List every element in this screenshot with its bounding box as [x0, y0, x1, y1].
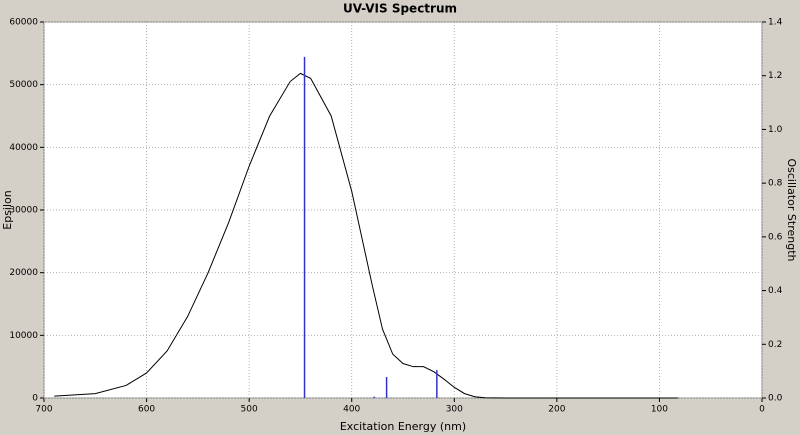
- y-tick-label: 10000: [9, 331, 38, 341]
- y2-tick-label: 1.2: [768, 71, 782, 81]
- x-tick-label: 500: [241, 405, 258, 415]
- y2-tick-label: 0.6: [768, 232, 783, 242]
- x-tick-label: 100: [651, 405, 668, 415]
- y2-tick-label: 1.0: [768, 125, 783, 135]
- y2-tick-label: 0.8: [768, 179, 783, 189]
- y2-tick-label: 0.0: [768, 394, 783, 404]
- y2-tick-label: 0.4: [768, 286, 783, 296]
- y-tick-label: 60000: [9, 18, 38, 28]
- x-tick-label: 700: [35, 405, 52, 415]
- x-tick-label: 0: [759, 405, 765, 415]
- y-tick-label: 40000: [9, 143, 38, 153]
- chart-title: UV-VIS Spectrum: [343, 2, 457, 16]
- x-tick-label: 400: [343, 405, 360, 415]
- spectrum-line: [54, 72, 678, 399]
- x-tick-label: 600: [138, 405, 155, 415]
- x-tick-label: 200: [548, 405, 565, 415]
- y-tick-label: 20000: [9, 268, 38, 278]
- y2-tick-label: 1.4: [768, 18, 783, 28]
- x-axis-title: Excitation Energy (nm): [340, 420, 466, 433]
- y2-tick-label: 0.2: [768, 340, 782, 350]
- y-axis-title: Epsilon: [1, 190, 14, 230]
- plot-area: [43, 21, 763, 399]
- x-tick-label: 300: [446, 405, 463, 415]
- y-tick-label: 50000: [9, 80, 38, 90]
- y2-axis-title: Oscillator Strength: [785, 159, 798, 262]
- y-tick-label: 30000: [9, 206, 38, 216]
- y-tick-label: 0: [32, 394, 38, 404]
